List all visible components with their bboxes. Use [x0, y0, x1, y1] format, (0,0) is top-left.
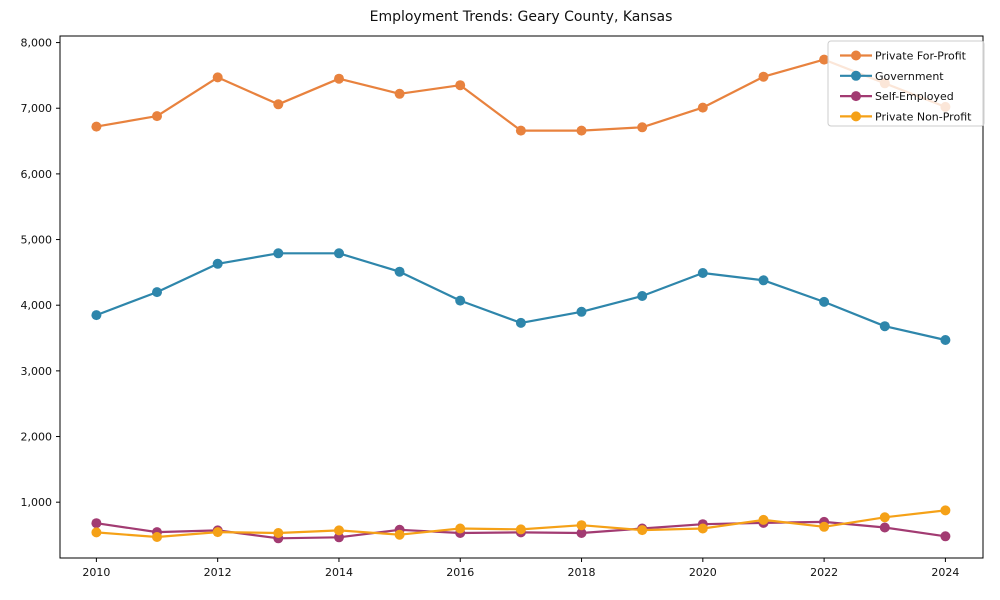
series-marker-private-for-profit — [334, 73, 344, 84]
x-tick-label: 2022 — [810, 566, 838, 579]
y-tick-label: 3,000 — [21, 365, 53, 378]
series-marker-government — [515, 317, 526, 328]
legend-item-private-non-profit: Private Non-Profit — [840, 110, 972, 123]
series-marker-self-employed — [576, 528, 587, 538]
series-marker-private-non-profit — [455, 523, 466, 534]
series-marker-private-non-profit — [273, 528, 284, 538]
chart-title: Employment Trends: Geary County, Kansas — [370, 9, 673, 25]
legend-label: Government — [875, 70, 944, 83]
series-marker-private-for-profit — [515, 125, 526, 136]
series-marker-government — [819, 296, 830, 307]
series-marker-private-non-profit — [637, 525, 648, 536]
series-marker-government — [455, 295, 466, 306]
series-marker-private-for-profit — [394, 88, 405, 99]
series-marker-private-non-profit — [819, 521, 830, 532]
plot-area: 1,000 2,000 3,000 4,000 5,000 6,000 7,000 8,000… — [21, 35, 984, 579]
series-marker-self-employed — [334, 532, 344, 543]
legend: Private For-Profit Government Self-Employe… — [827, 40, 985, 127]
plot-frame — [59, 35, 984, 559]
series-marker-government — [697, 268, 708, 278]
x-tick-label: 2016 — [446, 566, 474, 579]
series-marker-government — [394, 266, 405, 277]
x-tick-label: 2020 — [689, 566, 717, 579]
series-marker-private-non-profit — [91, 527, 102, 538]
series-marker-self-employed — [940, 531, 951, 542]
legend-item-private-for-profit: Private For-Profit — [840, 50, 967, 63]
series-marker-private-for-profit — [152, 111, 162, 122]
series-marker-private-for-profit — [455, 80, 466, 91]
legend-marker-icon — [851, 111, 861, 122]
y-tick-label: 6,000 — [21, 168, 53, 181]
y-tick-label: 4,000 — [21, 299, 53, 312]
series-marker-private-non-profit — [697, 523, 708, 534]
series-marker-government — [576, 306, 587, 317]
series-marker-private-non-profit — [334, 525, 344, 536]
legend-box — [827, 40, 985, 127]
series-marker-private-non-profit — [152, 532, 162, 542]
x-tick-label: 2012 — [204, 566, 232, 579]
x-tick-label: 2018 — [568, 566, 596, 579]
legend-item-government: Government — [840, 70, 944, 83]
series-marker-private-non-profit — [576, 520, 587, 531]
series-marker-self-employed — [91, 518, 102, 529]
y-tick-label: 8,000 — [21, 37, 53, 50]
y-tick-label: 1,000 — [21, 496, 53, 509]
y-tick-label: 5,000 — [21, 234, 53, 247]
y-tick-label: 2,000 — [21, 431, 53, 444]
series-marker-private-non-profit — [940, 505, 951, 516]
x-tick-label: 2014 — [325, 566, 353, 579]
series-marker-private-non-profit — [758, 514, 769, 525]
series-marker-private-non-profit — [879, 512, 890, 523]
series-marker-private-for-profit — [637, 122, 648, 133]
legend-label: Private For-Profit — [875, 50, 967, 63]
x-tick-label: 2010 — [82, 566, 110, 579]
legend-marker-icon — [851, 91, 861, 102]
x-tick-label: 2024 — [931, 566, 959, 579]
series-marker-private-for-profit — [819, 54, 830, 65]
series-marker-self-employed — [879, 522, 890, 533]
legend-marker-icon — [851, 70, 861, 81]
series-marker-government — [334, 248, 344, 259]
series-marker-government — [212, 258, 223, 269]
series-line-private-for-profit — [95, 58, 947, 132]
series-marker-private-for-profit — [576, 125, 587, 136]
legend-item-self-employed: Self-Employed — [840, 90, 954, 103]
series-marker-private-for-profit — [273, 99, 284, 110]
series-marker-government — [940, 335, 951, 345]
series-marker-private-for-profit — [697, 102, 708, 113]
series-marker-government — [879, 321, 890, 332]
series-marker-government — [152, 287, 162, 298]
series-marker-private-non-profit — [212, 527, 223, 538]
series-marker-private-non-profit — [515, 524, 526, 535]
series-marker-government — [637, 291, 648, 301]
series-marker-government — [273, 248, 284, 259]
y-tick-label: 7,000 — [21, 102, 53, 115]
series-marker-private-non-profit — [394, 529, 405, 540]
legend-label: Self-Employed — [875, 90, 954, 103]
legend-label: Private Non-Profit — [875, 110, 972, 123]
series-marker-private-for-profit — [758, 71, 769, 82]
series-marker-government — [758, 275, 769, 286]
series-marker-government — [91, 310, 102, 321]
legend-marker-icon — [851, 50, 861, 61]
series-marker-private-for-profit — [212, 72, 223, 83]
series-marker-private-for-profit — [91, 121, 102, 132]
